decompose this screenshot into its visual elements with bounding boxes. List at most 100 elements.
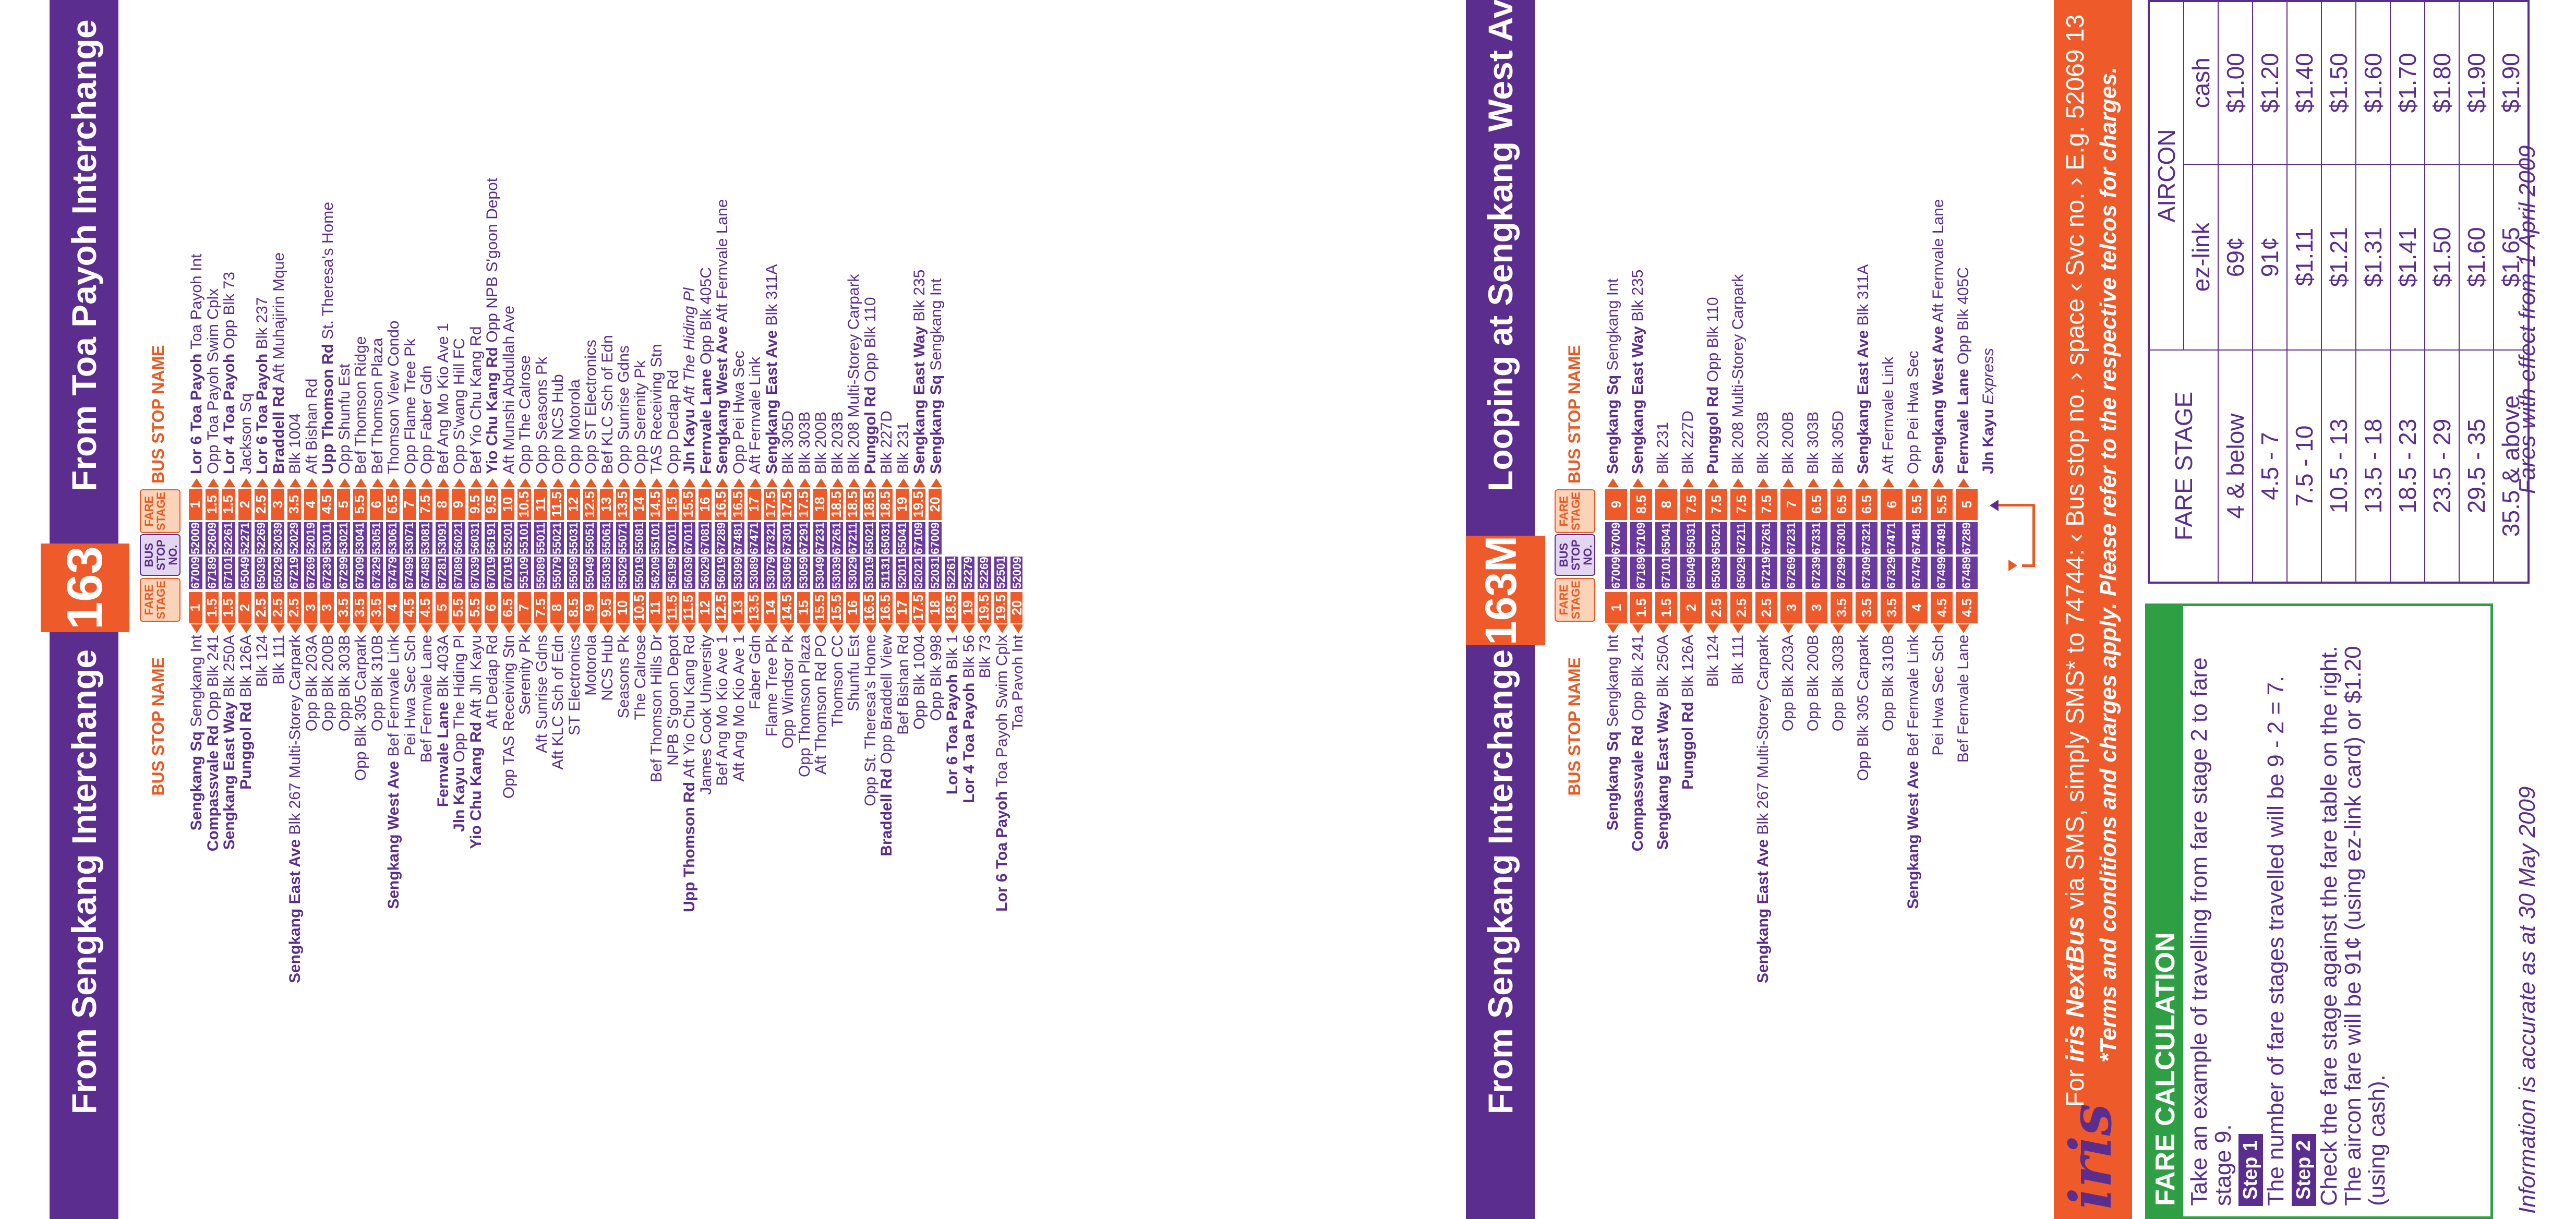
stop-label: Aft Muhajirin Mque: [270, 252, 287, 387]
bus-stop-number: 55201: [501, 522, 514, 554]
arrow-right-icon: [421, 478, 432, 487]
arrow-right-icon: [1858, 478, 1869, 487]
fare-stage-cell: 8: [434, 489, 450, 520]
ezlink-fare: $1.11: [2287, 164, 2321, 350]
bus-stop-number: 67499: [402, 557, 416, 589]
arrow-right-icon: [388, 478, 400, 487]
arrow-right-icon: [1933, 478, 1944, 487]
fare-stage-header: FARE STAGE: [2149, 350, 2218, 583]
stop-name-return: Fernvale Lane Opp Blk 405C: [1955, 267, 1972, 474]
fare-stage-cell: 5: [434, 592, 450, 623]
fare-table-row: 10.5 - 13 $1.21 $1.50: [2321, 1, 2356, 583]
stop-label: Bef Thomson Hills Dr: [648, 635, 665, 782]
fare-table-row: 29.5 - 35 $1.60 $1.90: [2459, 1, 2494, 583]
stop-label: St. Theresa's Home: [319, 202, 336, 344]
stop-label: Aft Fernvale Lane: [714, 199, 731, 327]
fare-stage-cell: 15: [796, 592, 811, 623]
stop-label: Opp Blk 241: [1629, 635, 1646, 726]
arrow-left-icon: [1908, 624, 1919, 633]
stop-name-outbound: Compassvale Rd Opp Blk 241: [204, 635, 222, 851]
stop-label: Opp Windsor Pk: [779, 635, 797, 749]
bus-stop-number: 52279: [961, 557, 974, 589]
fare-stage-cell: 6.5: [1856, 489, 1877, 520]
road-name: Yio Chu Kang Rd: [484, 347, 501, 474]
arrow-right-icon: [536, 478, 548, 487]
stop-label: Blk 227D: [1679, 411, 1696, 474]
cash-fare: $1.40: [2287, 1, 2321, 164]
bus-stop-number: 65021: [862, 522, 876, 554]
arrow-right-icon: [470, 478, 482, 487]
arrow-left-icon: [1833, 624, 1844, 633]
stop-label: Blk 208 Multi-Storey Carpark: [845, 274, 862, 474]
fare-stage-cell: 2: [237, 592, 252, 623]
arrow-right-icon: [487, 478, 498, 487]
stop-label: Blk 303B: [1804, 411, 1822, 474]
road-name: Lor 6 Toa Payoh: [188, 353, 205, 474]
stop-name-outbound: Aft Dedap Rd: [484, 635, 501, 729]
arrow-right-icon: [273, 478, 285, 487]
fare-stage-cell: 17.5: [796, 489, 811, 520]
stop-name-return: Lor 4 Toa Payoh Opp Blk 73: [221, 272, 238, 474]
bus-stop-number: 65041: [895, 522, 909, 554]
road-name: Sengkang East Ave: [1754, 839, 1772, 984]
fare-stage-cell: 4.5: [1931, 592, 1953, 623]
road-name: Sengkang East Ave: [763, 330, 780, 474]
stop-name-outbound: Fernvale Lane Blk 403A: [435, 635, 452, 807]
stop-label: Opp Blk 405C: [1955, 267, 1972, 369]
fare-stage-cell: 20: [927, 489, 943, 520]
bus-stop-number: 52029: [287, 522, 301, 554]
road-name: Jln Kayu: [451, 766, 468, 832]
bus-stop-number: 67231: [813, 522, 827, 554]
arrow-right-icon: [815, 478, 827, 487]
road-name: Compassvale Rd: [1629, 725, 1646, 852]
fare-stage-cell: 13: [598, 489, 614, 520]
bus-stop-number: 67479: [386, 557, 400, 589]
bus-stop-number: 52269: [255, 522, 268, 554]
arrow-right-icon: [503, 478, 515, 487]
stop-name-return: Blk 305D: [1829, 411, 1847, 474]
stop-name-return: Jln Kayu Aft The Hiding Pl: [681, 288, 699, 474]
stop-label: Opp The Hiding Pl: [451, 635, 468, 767]
bus-stop-number: 55049: [583, 557, 597, 589]
stop-name-return: Blk 1004: [286, 413, 304, 474]
arrow-left-icon: [1933, 624, 1944, 633]
arrow-left-icon: [487, 624, 498, 633]
stop-label: Aft Fernvale Link: [747, 356, 764, 474]
bus-stop-number: 52039: [271, 522, 284, 554]
arrow-right-icon: [634, 478, 646, 487]
stop-label: Opp Seasons Pk: [533, 356, 550, 474]
road-name: Sengkang West Ave: [1905, 761, 1922, 909]
bus-stop-number: 67489: [419, 557, 432, 589]
road-name: Punggol Rd: [861, 386, 879, 474]
stop-label: Aft Fernvale Link: [1880, 356, 1897, 474]
stop-label: Blk 267 Multi-Storey Carpark: [286, 635, 304, 839]
stop-label: Opp Blk 310B: [1880, 635, 1897, 732]
arrow-left-icon: [601, 624, 613, 633]
stop-label: Bef Ang Mo Kio Ave 1: [434, 323, 452, 474]
fare-stage-range: 7.5 - 10: [2287, 350, 2321, 583]
stop-label: Blk 203B: [1754, 411, 1772, 474]
fare-stage-range: 29.5 - 35: [2459, 350, 2494, 583]
stop-label: Blk 124: [254, 635, 271, 687]
arrow-right-icon: [1908, 478, 1919, 487]
bus-stop-number: 55011: [534, 522, 547, 554]
arrow-right-icon: [191, 478, 202, 487]
bus-stop-number: 53069: [780, 557, 794, 589]
ezlink-fare: $1.31: [2356, 164, 2390, 350]
fare-stage-cell: 11: [647, 592, 663, 623]
arrow-right-icon: [700, 478, 712, 487]
stop-name-outbound: NPB S'goon Depot: [665, 635, 682, 766]
stop-label: Blk 311A: [1855, 264, 1872, 330]
stop-label: Blk 126A: [1679, 635, 1696, 702]
arrow-right-icon: [371, 478, 383, 487]
bus-stop-number: 67301: [780, 522, 794, 554]
fare-stage-range: 18.5 - 23: [2390, 350, 2425, 583]
bus-stop-number: 67211: [846, 522, 860, 554]
stop-label: ST Electronics: [565, 635, 583, 735]
arrow-left-icon: [1958, 624, 1969, 633]
bus-stop-number: 67479: [1906, 557, 1928, 589]
stop-name-return: Opp Seasons Pk: [533, 357, 551, 474]
stop-label: Opp Blk 200B: [319, 635, 336, 732]
stop-name-return: Lor 6 Toa Payoh Toa Payoh Int: [188, 254, 206, 474]
right-stop-name-heading: BUS STOP NAME: [149, 345, 167, 484]
